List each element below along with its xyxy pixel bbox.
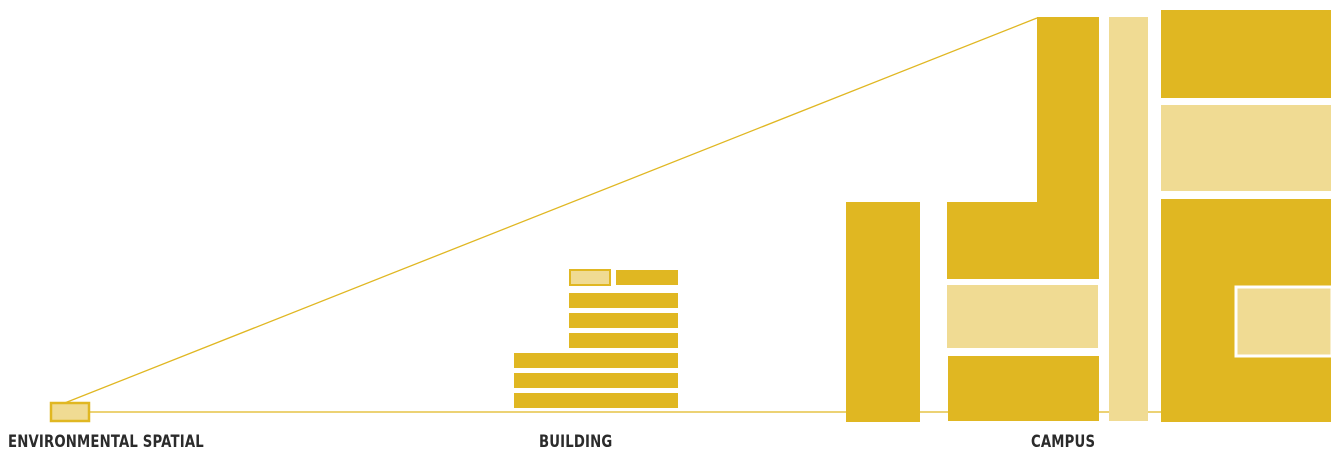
- diagonal-guide: [51, 17, 1038, 409]
- building-floor: [569, 293, 678, 308]
- campus-mid-bottom-block: [948, 356, 1099, 421]
- building-floor: [569, 313, 678, 328]
- campus-l-block: [947, 17, 1099, 279]
- building-top-light-block: [569, 269, 611, 286]
- building-top-dark-block: [616, 270, 678, 285]
- building-floor: [514, 373, 678, 388]
- environmental-block: [49, 401, 91, 423]
- building-floor: [569, 333, 678, 348]
- campus-right-top-block: [1161, 10, 1331, 98]
- campus-left-tower: [846, 202, 920, 422]
- building-label: BUILDING: [539, 432, 613, 452]
- campus-light-column: [1109, 17, 1148, 421]
- campus-right-light-block: [1161, 105, 1331, 191]
- environmental-spatial-label: ENVIRONMENTAL SPATIAL: [8, 432, 204, 452]
- campus-label: CAMPUS: [1031, 432, 1096, 452]
- campus-blocks: [846, 10, 1334, 422]
- building-floor: [514, 353, 678, 368]
- campus-right-inset-light-block: [1234, 285, 1334, 358]
- campus-mid-light-block: [947, 285, 1098, 348]
- building-stack: [514, 269, 678, 408]
- building-floor: [514, 393, 678, 408]
